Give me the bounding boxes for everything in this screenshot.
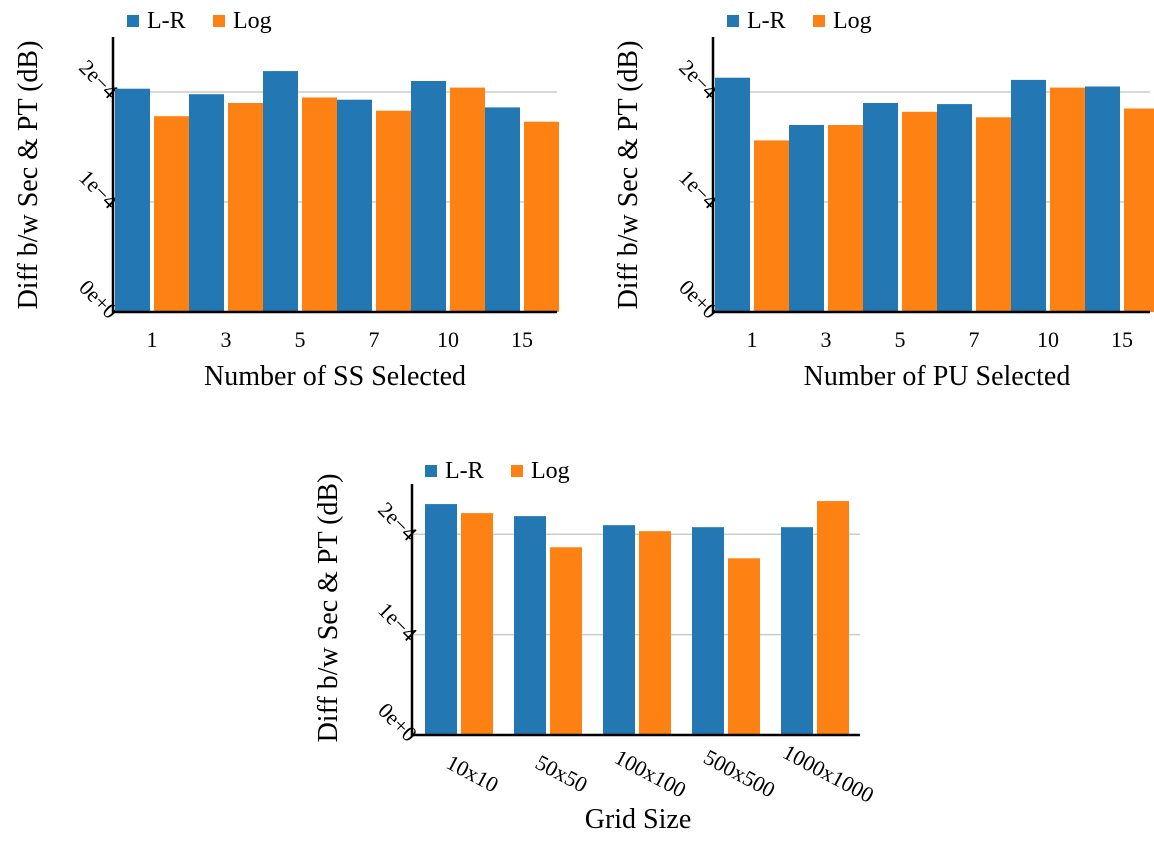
legend-swatch-lr: [425, 465, 437, 477]
x-tick-label: 15: [1111, 327, 1133, 352]
bar-lr-15: [1085, 86, 1120, 312]
y-axis-label: Diff b/w Sec & PT (dB): [613, 41, 644, 310]
bar-log-10x10: [461, 513, 493, 735]
y-axis-label: Diff b/w Sec & PT (dB): [313, 474, 344, 743]
legend-label-lr: L-R: [747, 8, 786, 34]
bar-lr-3: [189, 94, 224, 312]
bar-lr-50x50: [514, 516, 546, 735]
legend: L-R Log: [127, 8, 272, 34]
x-tick-label: 7: [969, 327, 980, 352]
bar-log-50x50: [550, 547, 582, 735]
bar-log-7: [976, 117, 1011, 312]
bar-log-1: [754, 140, 789, 312]
bar-log-7: [376, 110, 411, 312]
bar-log-3: [228, 103, 263, 312]
x-tick-label: 5: [295, 327, 306, 352]
bar-log-3: [828, 125, 863, 312]
bar-lr-1: [715, 77, 750, 312]
bar-log-1000x1000: [817, 501, 849, 735]
bar-lr-10: [411, 81, 446, 312]
y-tick-label: 2e−4: [373, 497, 422, 546]
x-tick-label: 500x500: [700, 744, 780, 802]
legend-swatch-lr: [727, 15, 739, 27]
bar-log-10: [1050, 87, 1085, 312]
legend-swatch-lr: [127, 15, 139, 27]
bar-lr-10: [1011, 79, 1046, 313]
bar-log-1: [154, 116, 189, 312]
legend-label-log: Log: [531, 458, 570, 484]
legend-label-lr: L-R: [147, 8, 186, 34]
y-tick-label: 0e+0: [373, 698, 422, 747]
bar-lr-3: [789, 125, 824, 312]
chart-grid: 0e+0 1e−4 2e−4 10x10 50x50 100x100 500x500 1000…: [313, 458, 878, 835]
x-tick-label: 50x50: [531, 749, 591, 797]
x-axis-label: Grid Size: [585, 804, 692, 835]
x-tick-label: 1: [747, 327, 758, 352]
y-axis-label: Diff b/w Sec & PT (dB): [13, 41, 44, 310]
x-tick-label: 1000x1000: [779, 739, 878, 808]
x-tick-label: 15: [511, 327, 533, 352]
x-tick-label: 10: [437, 327, 459, 352]
legend-swatch-log: [213, 15, 225, 27]
bar-log-10: [450, 87, 485, 312]
legend-label-log: Log: [833, 8, 872, 34]
bar-lr-15: [485, 107, 520, 313]
bar-lr-500x500: [692, 527, 724, 735]
legend-label-lr: L-R: [445, 458, 484, 484]
x-axis-label: Number of PU Selected: [804, 361, 1071, 392]
x-tick-label: 10x10: [442, 749, 502, 797]
x-tick-label: 100x100: [611, 744, 691, 802]
x-tick-label: 3: [821, 327, 832, 352]
bar-lr-5: [863, 103, 898, 312]
bar-lr-1: [115, 88, 150, 312]
legend: L-R Log: [727, 8, 872, 34]
x-axis-label: Number of SS Selected: [204, 361, 466, 392]
bar-log-500x500: [728, 558, 760, 735]
bar-log-5: [302, 97, 337, 312]
bar-lr-7: [937, 104, 972, 312]
x-tick-label: 10: [1037, 327, 1059, 352]
bar-lr-5: [263, 71, 298, 312]
legend-swatch-log: [813, 15, 825, 27]
bar-lr-7: [337, 99, 372, 312]
legend-swatch-log: [511, 465, 523, 477]
x-tick-label: 1: [147, 327, 158, 352]
y-tick-label: 1e−4: [373, 597, 422, 646]
bar-log-5: [902, 111, 937, 312]
bar-lr-100x100: [603, 525, 635, 735]
bar-log-15: [1124, 108, 1154, 312]
bar-lr-10x10: [425, 504, 457, 735]
x-tick-label: 7: [369, 327, 380, 352]
x-tick-label: 5: [895, 327, 906, 352]
x-tick-label: 3: [221, 327, 232, 352]
legend-label-log: Log: [233, 8, 272, 34]
bar-lr-1000x1000: [781, 527, 813, 735]
bar-log-100x100: [639, 531, 671, 735]
bar-log-15: [524, 121, 559, 312]
legend: L-R Log: [425, 458, 570, 484]
